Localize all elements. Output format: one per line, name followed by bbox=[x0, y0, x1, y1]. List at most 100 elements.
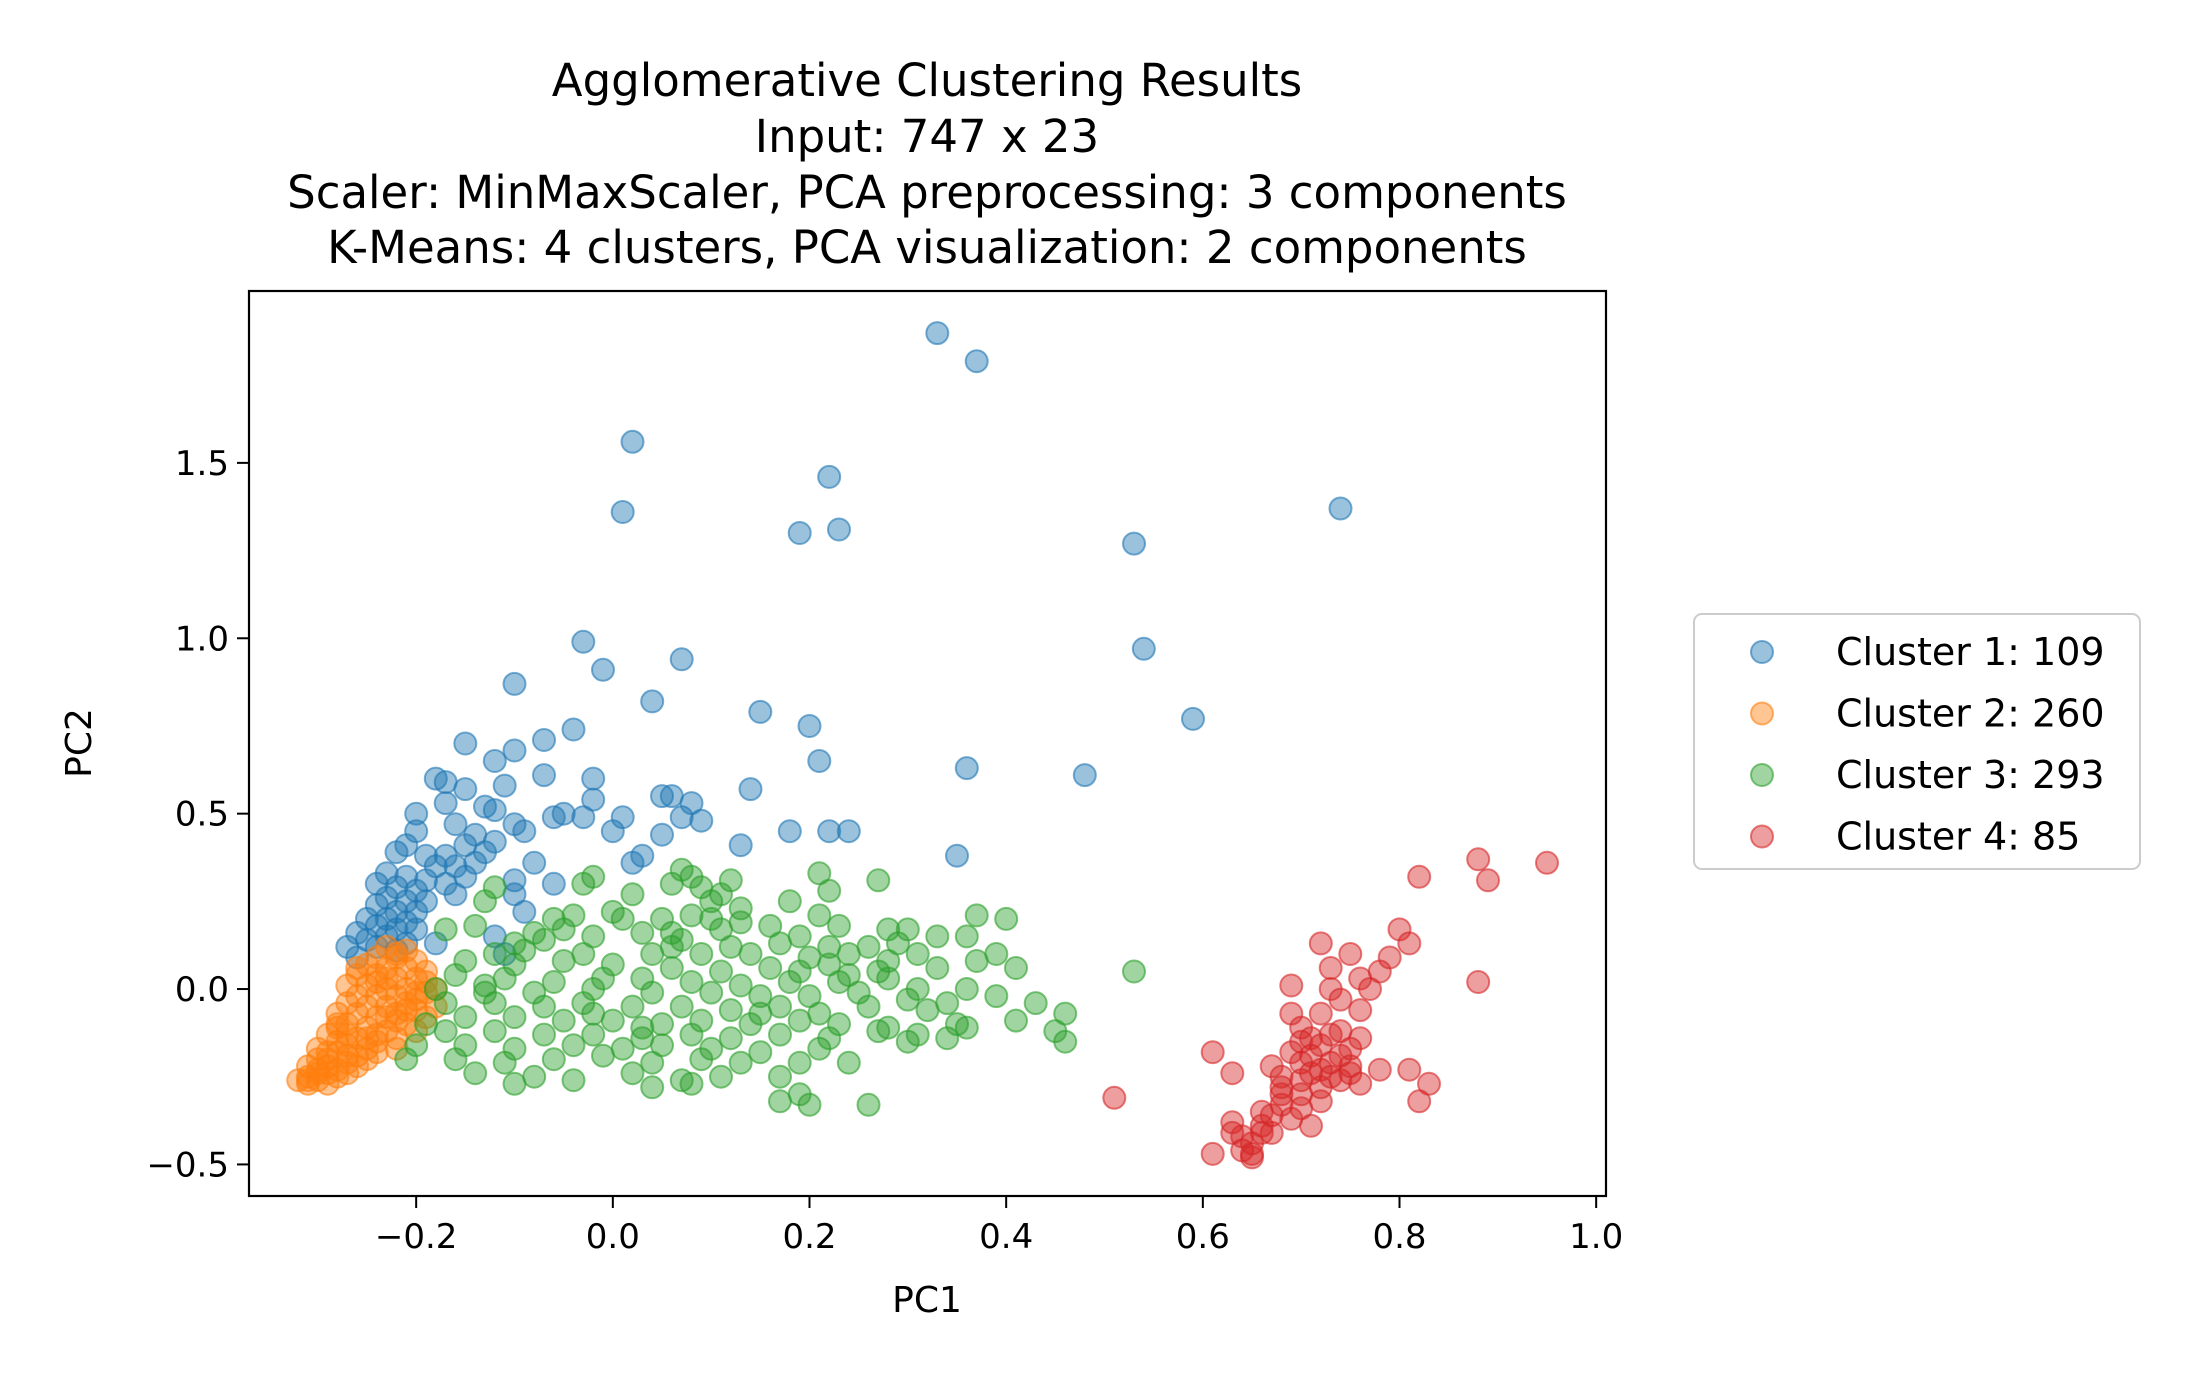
data-point bbox=[689, 942, 714, 966]
x-tick-label: −0.2 bbox=[375, 1217, 458, 1257]
data-point bbox=[482, 829, 507, 854]
data-point bbox=[473, 973, 497, 998]
data-point bbox=[768, 931, 792, 956]
data-point bbox=[669, 647, 694, 672]
data-point bbox=[925, 956, 950, 980]
data-point bbox=[807, 1036, 832, 1061]
data-point bbox=[561, 1033, 586, 1058]
data-point bbox=[817, 819, 842, 844]
data-point bbox=[954, 756, 979, 781]
x-tick-label: 0.8 bbox=[1372, 1217, 1426, 1257]
data-point bbox=[394, 1047, 419, 1072]
data-point bbox=[640, 1075, 665, 1100]
data-point bbox=[1023, 991, 1048, 1016]
data-point bbox=[1053, 1029, 1078, 1054]
data-point bbox=[836, 819, 861, 844]
data-point bbox=[679, 1022, 704, 1047]
data-point bbox=[335, 1061, 360, 1086]
data-point bbox=[1004, 956, 1028, 980]
y-tick-label: 1.5 bbox=[175, 444, 229, 484]
data-point bbox=[502, 1005, 527, 1030]
data-point bbox=[787, 521, 812, 545]
data-point bbox=[689, 808, 714, 833]
legend-marker bbox=[1750, 824, 1774, 849]
legend: Cluster 1: 109 Cluster 2: 260 Cluster 3: 2… bbox=[1693, 613, 2141, 870]
data-point bbox=[443, 882, 468, 907]
data-point bbox=[1299, 1061, 1323, 1086]
data-point bbox=[1308, 931, 1333, 956]
data-point bbox=[443, 812, 468, 837]
data-point bbox=[640, 1050, 665, 1075]
data-point bbox=[620, 994, 645, 1019]
data-point bbox=[482, 798, 507, 823]
data-point bbox=[1328, 496, 1353, 521]
data-point bbox=[876, 949, 901, 973]
data-point bbox=[630, 843, 655, 868]
data-point bbox=[650, 822, 674, 847]
data-point bbox=[610, 1036, 635, 1061]
x-axis-ticks: −0.2 0.0 0.2 0.4 0.6 0.8 1.0 bbox=[375, 1196, 1623, 1257]
data-point bbox=[777, 970, 802, 994]
data-point bbox=[817, 878, 842, 903]
data-point bbox=[551, 949, 576, 973]
data-point bbox=[512, 819, 537, 844]
data-point bbox=[384, 840, 409, 865]
legend-marker bbox=[1750, 763, 1774, 787]
data-point bbox=[856, 1092, 881, 1117]
data-point bbox=[915, 998, 940, 1023]
data-point bbox=[1181, 706, 1205, 731]
data-point bbox=[1279, 973, 1304, 998]
data-point bbox=[679, 903, 704, 928]
data-point bbox=[591, 657, 615, 682]
data-point bbox=[473, 889, 497, 914]
data-point bbox=[935, 1026, 960, 1051]
data-point bbox=[994, 906, 1019, 931]
data-point bbox=[512, 899, 537, 924]
data-point bbox=[1004, 1008, 1028, 1033]
data-point bbox=[738, 942, 763, 966]
data-point bbox=[335, 1043, 360, 1068]
data-point bbox=[551, 801, 576, 826]
y-tick-label: 0.0 bbox=[175, 970, 229, 1010]
data-point bbox=[620, 882, 645, 907]
data-point bbox=[492, 773, 517, 798]
data-point bbox=[1466, 847, 1491, 872]
data-point bbox=[1348, 1026, 1373, 1051]
data-point bbox=[315, 1071, 340, 1096]
data-point bbox=[640, 980, 665, 1005]
data-point bbox=[1397, 931, 1422, 956]
data-point bbox=[620, 1061, 645, 1086]
data-point bbox=[571, 871, 596, 896]
data-point bbox=[502, 671, 527, 696]
x-tick-label: 0.4 bbox=[979, 1217, 1033, 1257]
data-point bbox=[650, 1012, 674, 1037]
data-point bbox=[866, 868, 891, 893]
data-point bbox=[827, 517, 851, 542]
y-tick-label: 1.0 bbox=[175, 619, 229, 659]
data-point bbox=[1299, 1113, 1323, 1138]
y-axis-label: PC2 bbox=[59, 708, 100, 778]
data-point bbox=[404, 801, 429, 826]
data-point bbox=[925, 924, 950, 949]
series-4-points bbox=[1102, 847, 1559, 1170]
data-point bbox=[669, 994, 694, 1019]
data-point bbox=[718, 998, 743, 1023]
y-tick-label: 0.5 bbox=[175, 795, 229, 835]
data-point bbox=[925, 321, 950, 346]
data-point bbox=[679, 1071, 704, 1096]
title-line-3: Scaler: MinMaxScaler, PCA preprocessing:… bbox=[287, 166, 1567, 219]
data-point bbox=[482, 749, 507, 773]
data-point bbox=[374, 966, 399, 991]
data-point bbox=[699, 980, 724, 1005]
data-point bbox=[954, 924, 979, 949]
data-point bbox=[935, 991, 960, 1016]
data-point bbox=[1367, 1057, 1392, 1082]
data-point bbox=[836, 942, 861, 966]
x-tick-label: 0.6 bbox=[1176, 1217, 1230, 1257]
data-point bbox=[630, 1015, 655, 1040]
data-point bbox=[984, 984, 1009, 1009]
data-point bbox=[1122, 531, 1146, 556]
data-point bbox=[541, 871, 566, 896]
data-point bbox=[964, 949, 989, 973]
data-point bbox=[581, 1022, 606, 1047]
